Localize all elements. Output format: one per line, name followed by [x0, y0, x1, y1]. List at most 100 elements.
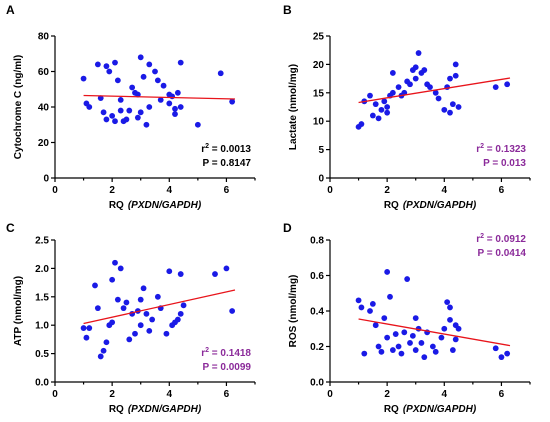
data-point [177, 310, 184, 317]
data-point [384, 269, 391, 275]
data-point [384, 334, 391, 341]
x-axis-label-italic: (PXDN/GAPDH) [403, 200, 477, 211]
x-tick-label: 0 [52, 389, 58, 400]
data-point [103, 63, 110, 70]
x-axis-label: RQ (PXDN/GAPDH) [109, 404, 202, 415]
data-point [412, 64, 419, 71]
data-point [447, 316, 453, 323]
data-point [174, 89, 181, 96]
stat-annotation: P = 0.013 [483, 158, 526, 169]
data-point [123, 116, 130, 123]
x-axis-label: RQ (PXDN/GAPDH) [384, 200, 477, 211]
panel-letter: A [6, 3, 15, 17]
data-point [166, 268, 173, 275]
data-point [452, 336, 459, 343]
data-point [449, 347, 456, 353]
data-point [452, 72, 459, 79]
data-point [174, 316, 181, 323]
y-tick-label: 0.0 [310, 378, 324, 389]
data-point [126, 107, 133, 114]
data-point [154, 293, 161, 300]
data-point [498, 354, 505, 361]
data-point [492, 84, 499, 91]
y-tick-label: 60 [38, 67, 50, 78]
data-point [395, 84, 402, 91]
data-point [114, 77, 121, 84]
data-point [384, 109, 391, 116]
y-tick-label: 0.8 [310, 236, 324, 247]
data-point [112, 259, 118, 266]
stat-annotation: P = 0.0414 [478, 248, 527, 259]
data-point [407, 81, 413, 88]
y-tick-label: 1.0 [35, 321, 49, 332]
stat-annotation: r2 = 0.0912 [476, 233, 526, 245]
stat-text: r [201, 348, 205, 359]
x-axis-label-italic: (PXDN/GAPDH) [128, 200, 202, 211]
data-point [369, 301, 376, 307]
y-tick-label: 0.5 [35, 349, 49, 360]
data-point [375, 343, 382, 350]
data-point [404, 276, 411, 282]
y-tick-label: 0.4 [310, 307, 324, 318]
data-point [86, 104, 93, 110]
regression-line [83, 289, 236, 325]
data-point [177, 104, 184, 110]
x-tick-label: 2 [109, 185, 115, 196]
data-point [372, 322, 379, 329]
data-point [358, 121, 365, 127]
x-axis-label-prefix: RQ [384, 404, 399, 415]
data-point [212, 271, 218, 277]
y-tick-label: 2.0 [35, 264, 49, 275]
stat-annotation: r2 = 0.1323 [476, 143, 526, 155]
x-tick-label: 2 [384, 389, 390, 400]
data-point [137, 322, 144, 329]
data-point [361, 350, 368, 357]
data-point [429, 343, 436, 350]
data-point [112, 118, 118, 125]
data-point [134, 91, 141, 98]
data-point [157, 97, 164, 103]
stat-annotation: r2 = 0.0013 [201, 143, 251, 155]
data-point [358, 304, 365, 311]
data-point [123, 299, 130, 306]
y-tick-label: 2.5 [35, 236, 49, 247]
x-tick-label: 4 [442, 389, 448, 400]
data-point [112, 59, 118, 66]
data-point [492, 345, 499, 352]
stat-annotation: r2 = 0.1418 [201, 347, 251, 359]
data-point [109, 112, 116, 119]
y-tick-label: 20 [313, 60, 325, 71]
panel-letter: D [283, 221, 292, 235]
data-point [398, 350, 405, 357]
x-axis-label-italic: (PXDN/GAPDH) [128, 404, 202, 415]
data-point [389, 70, 396, 76]
data-point [160, 82, 167, 89]
data-point [117, 97, 124, 103]
x-tick-label: 6 [224, 389, 230, 400]
stat-superscript: 2 [480, 233, 484, 240]
data-point [389, 89, 396, 96]
x-tick-label: 2 [384, 185, 390, 196]
data-point [452, 61, 459, 68]
data-point [421, 67, 428, 73]
y-tick-label: 0 [43, 174, 49, 185]
data-point [146, 327, 153, 334]
stat-text: P = 0.013 [483, 158, 526, 169]
panel-c: C 0.0 0.5 1.0 1.5 2.0 2.5 0 2 4 6 RQ (PXDN/GAPDH) ATP… [6, 221, 256, 415]
stat-superscript: 2 [205, 347, 209, 354]
data-point [126, 336, 133, 343]
data-point [381, 98, 388, 105]
data-point [177, 271, 184, 277]
stat-text: r [476, 234, 480, 245]
data-point [97, 95, 104, 102]
y-tick-label: 80 [38, 32, 50, 43]
stat-value: = 0.0912 [484, 234, 526, 245]
y-axis-label: Lactate (nmol/mg) [288, 64, 299, 150]
x-tick-label: 4 [167, 185, 173, 196]
x-tick-label: 6 [224, 185, 230, 196]
data-point [367, 308, 373, 314]
x-tick-label: 4 [442, 185, 448, 196]
data-point [504, 81, 511, 88]
x-axis-label-prefix: RQ [109, 404, 124, 415]
y-axis-label: Cytochrome C (ng/ml) [13, 55, 24, 159]
